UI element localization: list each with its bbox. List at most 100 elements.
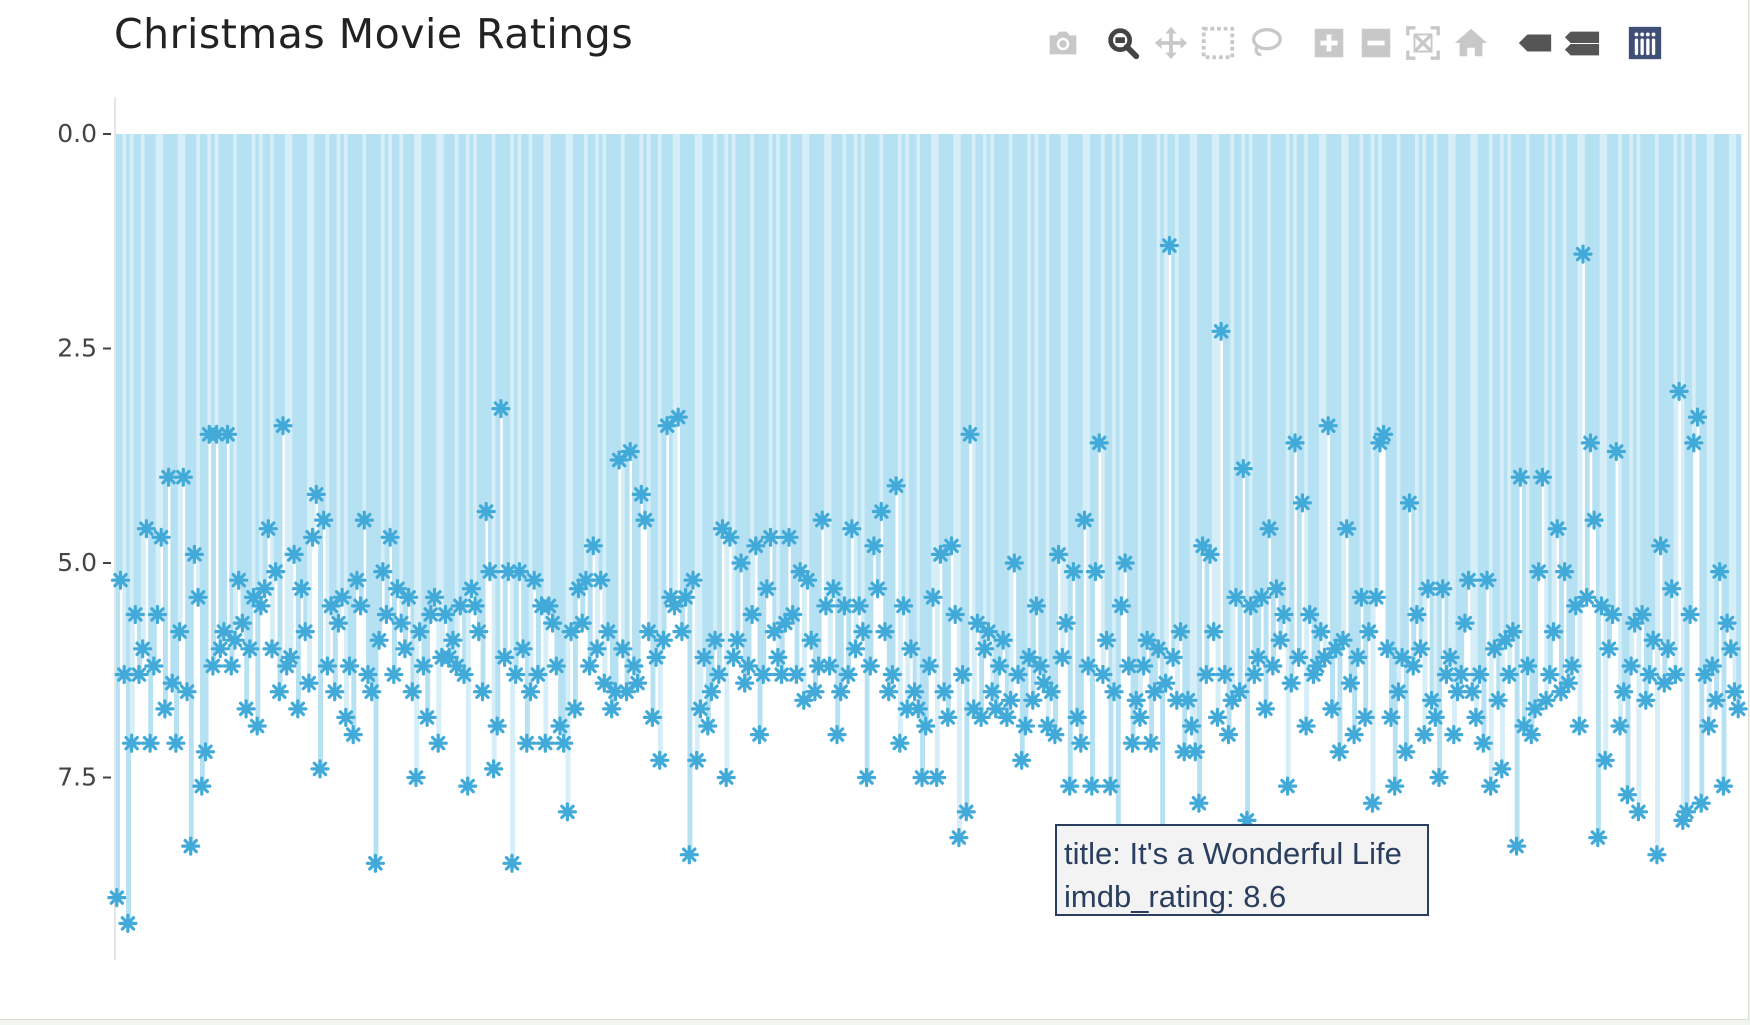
data-point[interactable] [879, 682, 899, 702]
data-point[interactable] [317, 656, 337, 676]
bar[interactable] [155, 134, 161, 615]
bar[interactable] [1673, 134, 1679, 675]
bar[interactable] [366, 134, 372, 675]
bar[interactable] [166, 134, 172, 478]
bar[interactable] [314, 134, 320, 495]
data-point[interactable] [1658, 639, 1678, 659]
bar[interactable] [1463, 134, 1468, 624]
data-point[interactable] [1407, 604, 1427, 625]
bar[interactable] [975, 134, 981, 624]
bar[interactable] [1429, 134, 1435, 701]
data-point[interactable] [602, 699, 622, 719]
data-point[interactable] [336, 707, 356, 727]
bar[interactable] [1130, 134, 1136, 744]
data-point[interactable] [262, 639, 282, 659]
bar[interactable] [329, 134, 335, 606]
data-point[interactable] [561, 622, 581, 642]
data-point[interactable] [273, 416, 293, 436]
bar[interactable] [1536, 134, 1542, 572]
zoom-out-icon[interactable] [1353, 18, 1399, 68]
data-point[interactable] [635, 510, 655, 530]
bar[interactable] [746, 134, 752, 666]
data-point[interactable] [1599, 639, 1619, 659]
data-point[interactable] [1156, 673, 1176, 693]
data-point[interactable] [1495, 630, 1516, 650]
bar[interactable] [1655, 134, 1660, 855]
bar[interactable] [502, 134, 508, 658]
bar[interactable] [1599, 134, 1605, 606]
data-point[interactable] [1680, 604, 1700, 625]
bar[interactable] [1725, 134, 1731, 624]
data-point[interactable] [1026, 596, 1046, 616]
bar[interactable] [824, 134, 829, 606]
bar[interactable] [299, 134, 305, 589]
bar[interactable] [1030, 134, 1036, 701]
data-point[interactable] [1444, 725, 1464, 745]
bar[interactable] [428, 134, 434, 615]
bar[interactable] [284, 134, 290, 666]
data-point[interactable] [953, 664, 973, 685]
data-point[interactable] [210, 639, 230, 659]
autoscale-icon[interactable] [1400, 18, 1446, 68]
bar[interactable] [1208, 134, 1214, 555]
data-point[interactable] [517, 733, 537, 753]
bar[interactable] [270, 134, 276, 649]
bar[interactable] [1101, 134, 1106, 675]
data-point[interactable] [417, 707, 437, 727]
bar[interactable] [277, 134, 283, 692]
bar[interactable] [1359, 134, 1365, 598]
data-point[interactable] [1248, 647, 1268, 667]
bar[interactable] [1064, 134, 1070, 624]
bar[interactable] [1514, 134, 1520, 847]
data-point[interactable] [225, 630, 245, 650]
data-point[interactable] [325, 682, 345, 702]
data-point[interactable] [1322, 699, 1342, 719]
bar[interactable] [602, 134, 608, 684]
data-point[interactable] [1410, 639, 1431, 659]
data-point[interactable] [299, 673, 319, 693]
data-point[interactable] [971, 707, 991, 727]
data-point[interactable] [1562, 656, 1582, 676]
bar[interactable] [1078, 134, 1084, 744]
data-point[interactable] [203, 656, 223, 676]
data-point[interactable] [114, 664, 134, 685]
data-point[interactable] [1510, 467, 1530, 487]
data-point[interactable] [1207, 707, 1227, 727]
data-point[interactable] [1503, 622, 1523, 642]
data-point[interactable] [491, 399, 511, 419]
bar[interactable] [1688, 134, 1694, 615]
data-point[interactable] [1617, 785, 1637, 805]
bar[interactable] [211, 134, 216, 666]
bar[interactable] [1366, 134, 1372, 632]
bar[interactable] [742, 134, 748, 684]
data-point[interactable] [284, 544, 304, 564]
bar[interactable] [480, 134, 486, 692]
bar[interactable] [506, 134, 512, 572]
bar[interactable] [1592, 134, 1598, 521]
bar[interactable] [654, 134, 660, 658]
data-point[interactable] [1673, 810, 1693, 830]
data-point[interactable] [347, 570, 367, 590]
data-point[interactable] [1536, 690, 1556, 710]
bar[interactable] [233, 134, 239, 641]
bar[interactable] [676, 134, 682, 418]
bar[interactable] [1352, 134, 1358, 735]
bar[interactable] [355, 134, 360, 581]
bar[interactable] [1566, 134, 1572, 684]
data-point[interactable] [1119, 656, 1139, 676]
data-point[interactable] [1665, 664, 1685, 685]
bar[interactable] [868, 134, 874, 666]
data-point[interactable] [698, 716, 718, 736]
bar[interactable] [783, 134, 789, 624]
data-point[interactable] [809, 656, 829, 676]
data-point[interactable] [376, 604, 396, 625]
bar[interactable] [1385, 134, 1391, 649]
bar[interactable] [716, 134, 722, 675]
bar[interactable] [1259, 134, 1265, 598]
data-point[interactable] [229, 570, 249, 590]
data-point[interactable] [1001, 690, 1021, 710]
bar[interactable] [159, 134, 165, 538]
data-point[interactable] [583, 536, 603, 556]
bar[interactable] [606, 134, 612, 632]
bar[interactable] [1374, 134, 1380, 598]
